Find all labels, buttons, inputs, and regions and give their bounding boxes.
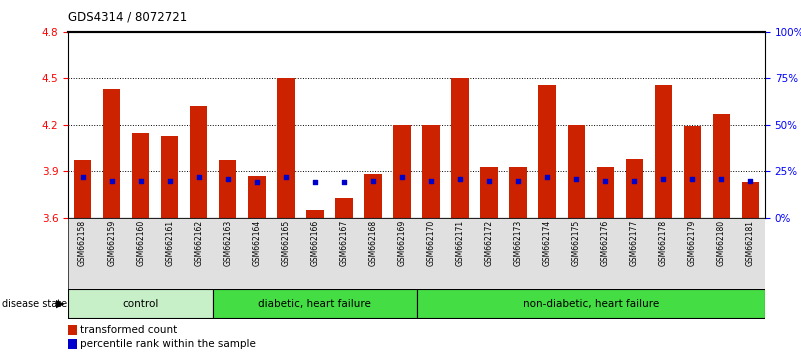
Bar	[538, 85, 556, 218]
Text: GDS4314 / 8072721: GDS4314 / 8072721	[68, 10, 187, 23]
Point	[221, 176, 234, 182]
Point	[541, 174, 553, 179]
Text: GSM662178: GSM662178	[659, 220, 668, 266]
Text: GSM662172: GSM662172	[485, 220, 493, 266]
Bar	[509, 167, 527, 218]
Point	[367, 178, 380, 183]
Point	[570, 176, 582, 182]
Point	[628, 178, 641, 183]
Bar	[364, 175, 381, 218]
Text: disease state: disease state	[2, 298, 66, 309]
Text: diabetic, heart failure: diabetic, heart failure	[259, 298, 372, 309]
Point	[715, 176, 728, 182]
Bar	[190, 106, 207, 218]
Point	[512, 178, 525, 183]
Bar	[481, 167, 497, 218]
Text: GSM662179: GSM662179	[688, 220, 697, 266]
Point	[396, 174, 409, 179]
Text: GSM662162: GSM662162	[195, 220, 203, 266]
Text: GSM662167: GSM662167	[340, 220, 348, 266]
Point	[483, 178, 496, 183]
Point	[453, 176, 466, 182]
Point	[657, 176, 670, 182]
Text: GSM662175: GSM662175	[572, 220, 581, 266]
Text: percentile rank within the sample: percentile rank within the sample	[80, 339, 256, 349]
Point	[105, 178, 118, 183]
Point	[308, 179, 321, 185]
Bar	[422, 125, 440, 218]
Text: GSM662159: GSM662159	[107, 220, 116, 266]
Bar	[132, 132, 149, 218]
Text: GSM662181: GSM662181	[746, 220, 755, 266]
Text: GSM662176: GSM662176	[601, 220, 610, 266]
Text: GSM662169: GSM662169	[397, 220, 406, 266]
Point	[135, 178, 147, 183]
Text: GSM662177: GSM662177	[630, 220, 638, 266]
Text: GSM662161: GSM662161	[165, 220, 174, 266]
Point	[251, 179, 264, 185]
Bar	[683, 126, 701, 218]
Bar	[213, 289, 417, 318]
Point	[744, 178, 757, 183]
Bar	[306, 210, 324, 218]
Text: GSM662174: GSM662174	[543, 220, 552, 266]
Bar	[567, 125, 585, 218]
Bar	[248, 176, 266, 218]
Bar	[654, 85, 672, 218]
Point	[686, 176, 698, 182]
Point	[76, 174, 89, 179]
Bar	[219, 160, 236, 218]
Bar	[68, 289, 213, 318]
Bar	[451, 78, 469, 218]
Text: GSM662158: GSM662158	[78, 220, 87, 266]
Point	[425, 178, 437, 183]
Bar	[393, 125, 411, 218]
Bar	[103, 89, 120, 218]
Bar	[68, 325, 77, 335]
Bar	[335, 198, 352, 218]
Bar	[417, 289, 765, 318]
Bar	[68, 218, 765, 289]
Point	[280, 174, 292, 179]
Text: GSM662180: GSM662180	[717, 220, 726, 266]
Text: GSM662171: GSM662171	[456, 220, 465, 266]
Text: GSM662160: GSM662160	[136, 220, 145, 266]
Bar	[597, 167, 614, 218]
Bar	[161, 136, 179, 218]
Text: GSM662166: GSM662166	[311, 220, 320, 266]
Text: GSM662170: GSM662170	[427, 220, 436, 266]
Bar	[74, 160, 91, 218]
Bar	[626, 159, 643, 218]
Bar	[277, 78, 295, 218]
Text: GSM662165: GSM662165	[281, 220, 290, 266]
Text: non-diabetic, heart failure: non-diabetic, heart failure	[522, 298, 659, 309]
Point	[337, 179, 350, 185]
Text: control: control	[123, 298, 159, 309]
Bar	[713, 114, 731, 218]
Text: GSM662173: GSM662173	[513, 220, 522, 266]
Point	[192, 174, 205, 179]
Text: GSM662168: GSM662168	[368, 220, 377, 266]
Bar	[742, 182, 759, 218]
Point	[163, 178, 176, 183]
Bar	[68, 289, 765, 319]
Bar	[68, 339, 77, 349]
Text: transformed count: transformed count	[80, 325, 178, 335]
Text: GSM662163: GSM662163	[223, 220, 232, 266]
Text: GSM662164: GSM662164	[252, 220, 261, 266]
Text: ▶: ▶	[56, 298, 64, 309]
Point	[599, 178, 612, 183]
